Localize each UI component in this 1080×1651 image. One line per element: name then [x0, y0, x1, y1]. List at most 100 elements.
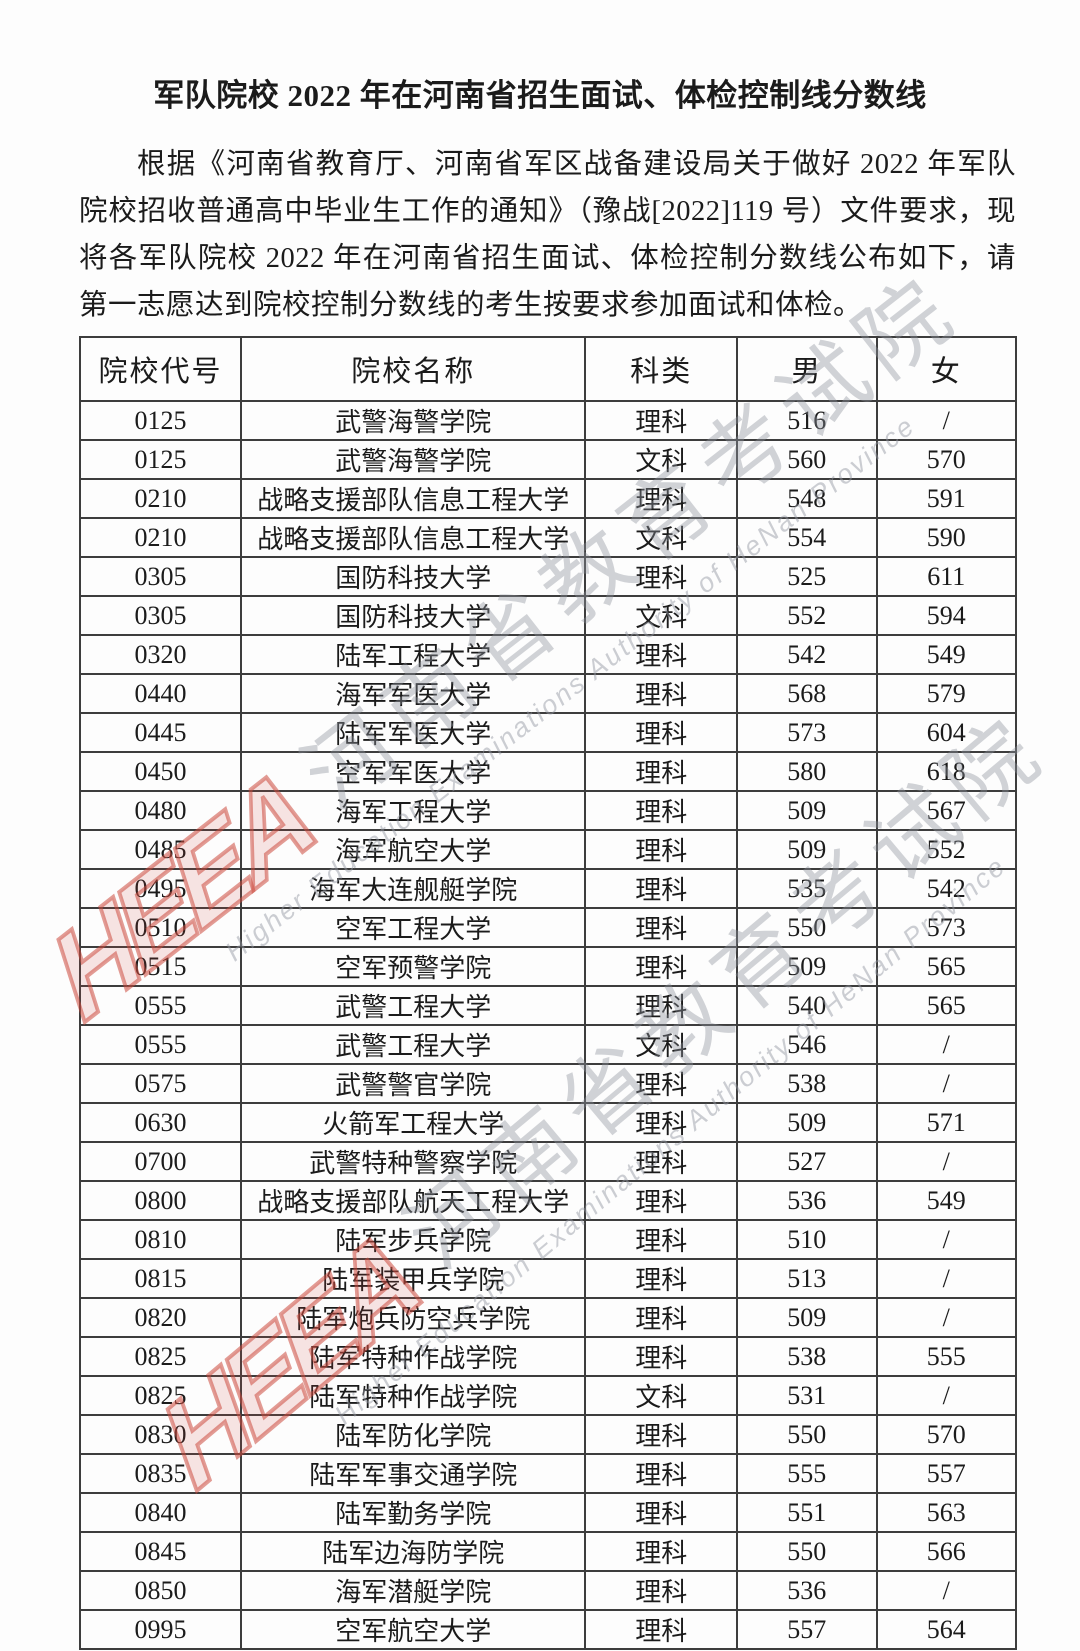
- table-row: 0445 陆军军医大学 理科 573 604: [79, 712, 1018, 754]
- table-row: 0485 海军航空大学 理科 509 552: [79, 829, 1018, 871]
- college-code: 0995: [79, 1609, 242, 1651]
- college-name: 陆军特种作战学院: [239, 1375, 587, 1417]
- college-code: 0450: [79, 751, 242, 793]
- subject-category: 理科: [584, 1141, 739, 1183]
- subject-category: 理科: [584, 1180, 739, 1222]
- female-score: 570: [875, 439, 1018, 481]
- college-code: 0125: [79, 439, 242, 481]
- table-row: 0125 武警海警学院 文科 560 570: [79, 439, 1018, 481]
- column-header: 院校代号: [79, 336, 242, 403]
- college-code: 0320: [79, 634, 242, 676]
- subject-category: 理科: [584, 1102, 739, 1144]
- subject-category: 文科: [584, 1024, 739, 1066]
- subject-category: 理科: [584, 478, 739, 520]
- female-score: 557: [875, 1453, 1018, 1495]
- college-code: 0485: [79, 829, 242, 871]
- table-row: 0700 武警特种警察学院 理科 527/: [79, 1141, 1018, 1183]
- college-name: 海军军医大学: [239, 673, 587, 715]
- table-row: 0210 战略支援部队信息工程大学 文科 554 590: [79, 517, 1018, 559]
- male-score: 513: [736, 1258, 878, 1300]
- subject-category: 理科: [584, 1297, 739, 1339]
- college-name: 武警特种警察学院: [239, 1141, 587, 1183]
- college-name: 陆军步兵学院: [239, 1219, 587, 1261]
- college-code: 0820: [79, 1297, 242, 1339]
- table-row: 0845 陆军边海防学院 理科 550 566: [79, 1531, 1018, 1573]
- college-code: 0510: [79, 907, 242, 949]
- college-name: 海军大连舰艇学院: [239, 868, 587, 910]
- college-name: 陆军工程大学: [239, 634, 587, 676]
- subject-category: 文科: [584, 595, 739, 637]
- college-code: 0555: [79, 985, 242, 1027]
- college-name: 火箭军工程大学: [239, 1102, 587, 1144]
- college-name: 陆军炮兵防空兵学院: [239, 1297, 587, 1339]
- column-header: 院校名称: [239, 336, 587, 403]
- female-score: /: [875, 400, 1018, 442]
- table-row: 0820 陆军炮兵防空兵学院 理科 509/: [79, 1297, 1018, 1339]
- subject-category: 理科: [584, 1336, 739, 1378]
- subject-category: 理科: [584, 556, 739, 598]
- female-score: 552: [875, 829, 1018, 871]
- male-score: 538: [736, 1336, 878, 1378]
- male-score: 557: [736, 1609, 878, 1651]
- male-score: 509: [736, 790, 878, 832]
- college-name: 武警海警学院: [239, 439, 587, 481]
- subject-category: 理科: [584, 790, 739, 832]
- score-table: 院校代号 院校名称 科类男女 0125 武警海警学院 理科 516/0125 武警海警学院文…: [79, 336, 1018, 1651]
- college-name: 国防科技大学: [239, 595, 587, 637]
- female-score: 590: [875, 517, 1018, 559]
- college-code: 0800: [79, 1180, 242, 1222]
- male-score: 525: [736, 556, 878, 598]
- subject-category: 理科: [584, 1063, 739, 1105]
- college-code: 0445: [79, 712, 242, 754]
- subject-category: 理科: [584, 1219, 739, 1261]
- college-code: 0815: [79, 1258, 242, 1300]
- female-score: 565: [875, 946, 1018, 988]
- college-code: 0845: [79, 1531, 242, 1573]
- college-code: 0850: [79, 1570, 242, 1612]
- table-row: 0320 陆军工程大学 理科 542 549: [79, 634, 1018, 676]
- college-name: 武警工程大学: [239, 1024, 587, 1066]
- table-row: 0825 陆军特种作战学院 理科 538 555: [79, 1336, 1018, 1378]
- female-score: 549: [875, 1180, 1018, 1222]
- subject-category: 理科: [584, 673, 739, 715]
- college-name: 陆军军事交通学院: [239, 1453, 587, 1495]
- college-name: 战略支援部队信息工程大学: [239, 478, 587, 520]
- column-header: 科类: [584, 336, 739, 403]
- subject-category: 理科: [584, 1453, 739, 1495]
- subject-category: 理科: [584, 907, 739, 949]
- college-name: 陆军军医大学: [239, 712, 587, 754]
- college-code: 0825: [79, 1375, 242, 1417]
- male-score: 540: [736, 985, 878, 1027]
- college-code: 0210: [79, 517, 242, 559]
- male-score: 509: [736, 946, 878, 988]
- college-name: 海军工程大学: [239, 790, 587, 832]
- table-row: 0830 陆军防化学院 理科 550 570: [79, 1414, 1018, 1456]
- male-score: 548: [736, 478, 878, 520]
- female-score: 549: [875, 634, 1018, 676]
- female-score: 566: [875, 1531, 1018, 1573]
- male-score: 560: [736, 439, 878, 481]
- college-code: 0555: [79, 1024, 242, 1066]
- male-score: 538: [736, 1063, 878, 1105]
- female-score: 571: [875, 1102, 1018, 1144]
- table-row: 0810 陆军步兵学院 理科 510/: [79, 1219, 1018, 1261]
- college-code: 0810: [79, 1219, 242, 1261]
- subject-category: 理科: [584, 868, 739, 910]
- table-row: 0835 陆军军事交通学院 理科 555 557: [79, 1453, 1018, 1495]
- female-score: 564: [875, 1609, 1018, 1651]
- college-name: 战略支援部队航天工程大学: [239, 1180, 587, 1222]
- female-score: 563: [875, 1492, 1018, 1534]
- male-score: 580: [736, 751, 878, 793]
- female-score: 604: [875, 712, 1018, 754]
- subject-category: 理科: [584, 1258, 739, 1300]
- college-code: 0210: [79, 478, 242, 520]
- college-name: 国防科技大学: [239, 556, 587, 598]
- female-score: 594: [875, 595, 1018, 637]
- male-score: 509: [736, 1297, 878, 1339]
- table-row: 0510 空军工程大学 理科 550 573: [79, 907, 1018, 949]
- college-name: 陆军防化学院: [239, 1414, 587, 1456]
- college-name: 战略支援部队信息工程大学: [239, 517, 587, 559]
- college-code: 0515: [79, 946, 242, 988]
- female-score: /: [875, 1219, 1018, 1261]
- subject-category: 理科: [584, 1531, 739, 1573]
